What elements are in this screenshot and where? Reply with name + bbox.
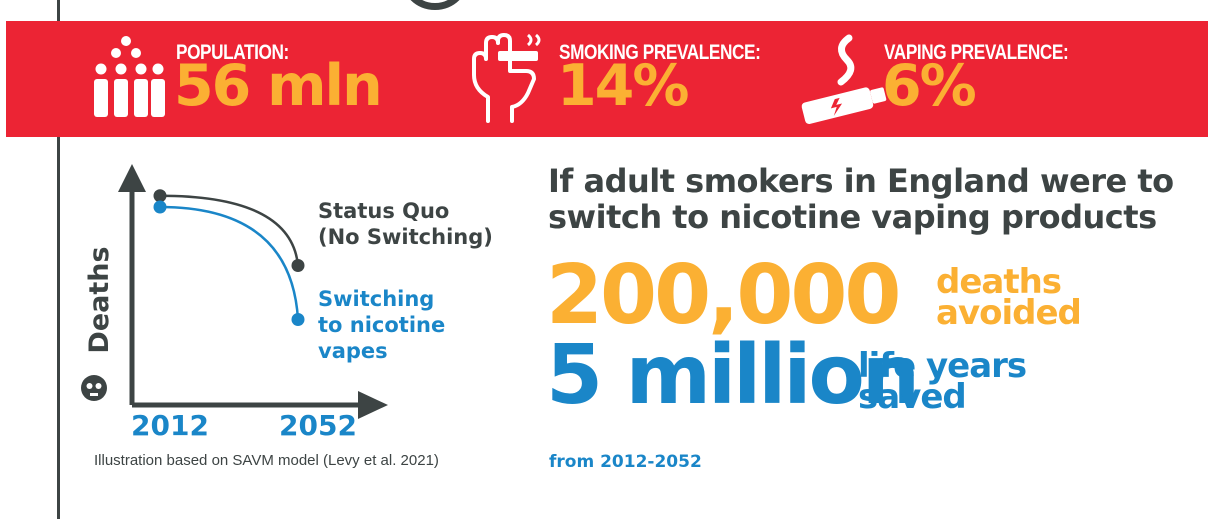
population-value: 56 mln: [174, 53, 383, 119]
series-line-1: [159, 205, 300, 320]
chart-caption: Illustration based on SAVM model (Levy e…: [94, 452, 439, 469]
x-axis-arrow: [358, 391, 388, 419]
vaping-label: VAPING PREVALENCE:: [884, 41, 1069, 64]
population-label: POPULATION:: [176, 41, 289, 64]
hand-cigarette-icon: [472, 33, 541, 123]
smoking-label: SMOKING PREVALENCE:: [559, 41, 761, 64]
series-1-label-line-0: Switching: [318, 287, 434, 311]
life-years-number: 5 million: [546, 328, 920, 423]
vape-device-icon: [801, 34, 887, 124]
smoking-value: 14%: [557, 53, 689, 119]
top-ring-decoration: [400, 0, 470, 10]
timeline-line: [57, 0, 60, 519]
series-line-0: [159, 194, 300, 266]
stats-banner: POPULATION: 56 mln SMOKING PREVALENCE: 1…: [6, 21, 1208, 137]
smoking-stat: SMOKING PREVALENCE: 14%: [446, 21, 786, 137]
period-text: from 2012-2052: [549, 452, 702, 472]
deaths-avoided-label-line2: avoided: [936, 293, 1082, 333]
life-years-label-line1: life years: [858, 346, 1027, 386]
series-1-point-0: [153, 200, 167, 214]
x-tick-label-0: 2012: [131, 409, 209, 442]
series-0-point-1: [291, 259, 305, 272]
series-1-point-1: [291, 313, 305, 326]
tick-layer: 2012 2052: [131, 409, 357, 442]
life-years-label: life years saved: [858, 346, 1027, 417]
skull-icon: [81, 375, 107, 401]
y-axis-title: Deaths: [84, 246, 115, 353]
vaping-stat: VAPING PREVALENCE: 6%: [786, 21, 1206, 137]
series-1-label-line-2: vapes: [318, 339, 388, 363]
series-0-label-line-1: (No Switching): [318, 225, 493, 249]
x-tick-label-1: 2052: [279, 409, 357, 442]
deaths-avoided-label-line1: deaths: [936, 262, 1062, 302]
vaping-value: 6%: [882, 53, 977, 119]
y-axis-label: Deaths: [84, 246, 115, 353]
deaths-chart-svg: Deaths 2012 2052 Status Quo(No Switching)…: [81, 164, 493, 442]
people-icon: [94, 36, 165, 117]
y-axis-arrow: [118, 164, 146, 192]
series-1-label-line-1: to nicotine: [318, 313, 445, 337]
population-stat: POPULATION: 56 mln: [6, 21, 426, 137]
deaths-chart: Deaths 2012 2052 Status Quo (No Switching)…: [70, 150, 510, 450]
series-0-point-0: [153, 189, 167, 203]
series-layer: [153, 189, 305, 326]
chart-axes: [118, 164, 388, 419]
series-0-label-line-0: Status Quo: [318, 199, 449, 223]
deaths-avoided-label: deaths avoided: [936, 262, 1082, 333]
headline: If adult smokers in England were to swit…: [548, 162, 1174, 236]
life-years-label-line2: saved: [858, 377, 967, 417]
deaths-avoided-number: 200,000: [546, 248, 901, 343]
